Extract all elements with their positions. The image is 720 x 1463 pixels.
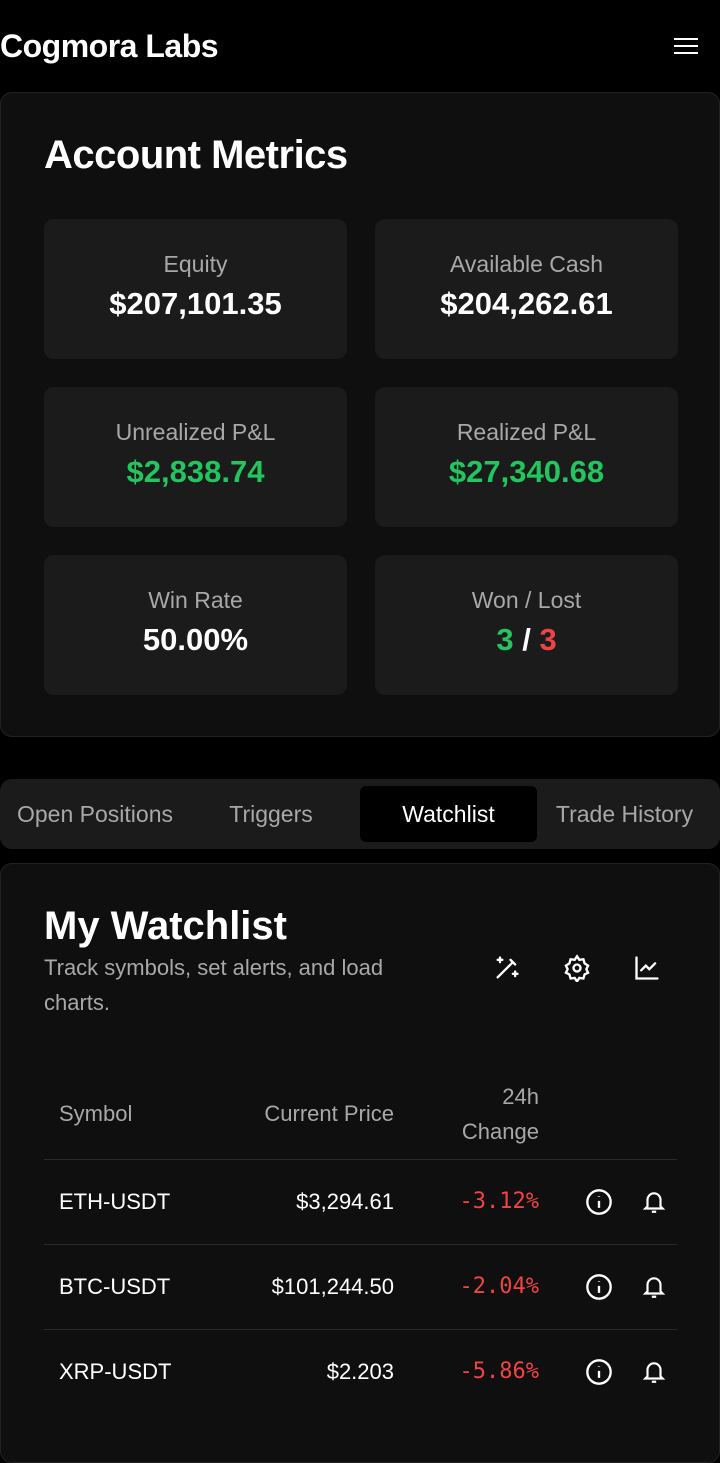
price-cell: $2.203 — [244, 1328, 394, 1414]
tile-value: 50.00% — [142, 622, 249, 657]
info-icon[interactable] — [585, 1188, 613, 1216]
tab-watchlist[interactable]: Watchlist — [360, 786, 537, 842]
watchlist-card: My Watchlist Track symbols, set alerts, … — [0, 863, 720, 1463]
column-symbol: Symbol — [59, 1101, 133, 1127]
brand-logo[interactable]: Cogmora Labs — [0, 27, 219, 64]
tile-value: $2,838.74 — [126, 454, 265, 489]
won-lost-tile: Won / Lost 3 / 3 — [375, 555, 678, 695]
tile-label: Realized P&L — [456, 419, 597, 445]
chart-icon[interactable] — [633, 954, 661, 982]
bell-icon[interactable] — [641, 1189, 667, 1215]
table-row[interactable]: BTC-USDT $101,244.50 -2.04% — [44, 1243, 677, 1329]
price-cell: $101,244.50 — [244, 1243, 394, 1329]
watchlist-title: My Watchlist — [44, 904, 287, 948]
tile-label: Won / Lost — [471, 587, 582, 613]
gear-icon[interactable] — [563, 954, 591, 982]
win-rate-tile: Win Rate 50.00% — [44, 555, 347, 695]
separator: / — [522, 622, 531, 657]
tile-label: Available Cash — [449, 251, 603, 277]
bell-icon[interactable] — [641, 1274, 667, 1300]
tab-bar: Open Positions Triggers Watchlist Trade … — [0, 779, 720, 849]
table-row[interactable]: XRP-USDT $2.203 -5.86% — [44, 1328, 677, 1414]
account-metrics-card: Account Metrics Equity $207,101.35 Availa… — [0, 92, 720, 737]
tile-label: Win Rate — [148, 587, 243, 613]
unrealized-pnl-tile: Unrealized P&L $2,838.74 — [44, 387, 347, 527]
tab-open-positions[interactable]: Open Positions — [17, 801, 173, 827]
tile-value: $204,262.61 — [440, 286, 613, 321]
symbol-cell: XRP-USDT — [44, 1328, 244, 1414]
info-icon[interactable] — [585, 1358, 613, 1386]
change-cell: -5.86% — [394, 1328, 539, 1414]
symbol-cell: BTC-USDT — [44, 1243, 244, 1329]
tab-trade-history[interactable]: Trade History — [555, 801, 694, 827]
equity-tile: Equity $207,101.35 — [44, 219, 347, 359]
hamburger-icon[interactable] — [674, 36, 698, 56]
won-count: 3 — [496, 622, 514, 657]
realized-pnl-tile: Realized P&L $27,340.68 — [375, 387, 678, 527]
symbol-cell: ETH-USDT — [44, 1158, 244, 1244]
magic-wand-icon[interactable] — [493, 954, 521, 982]
tile-label: Unrealized P&L — [115, 419, 276, 445]
tile-value: $27,340.68 — [448, 454, 605, 489]
table-row[interactable]: ETH-USDT $3,294.61 -3.12% — [44, 1158, 677, 1244]
lost-count: 3 — [539, 622, 557, 657]
column-change: 24h Change — [461, 1083, 539, 1144]
bell-icon[interactable] — [641, 1359, 667, 1385]
watchlist-subtitle: Track symbols, set alerts, and load char… — [44, 955, 384, 1015]
tile-value: $207,101.35 — [109, 286, 282, 321]
tab-triggers[interactable]: Triggers — [229, 801, 313, 827]
available-cash-tile: Available Cash $204,262.61 — [375, 219, 678, 359]
tile-value: 3 / 3 — [375, 622, 678, 658]
metrics-title: Account Metrics — [44, 133, 348, 177]
info-icon[interactable] — [585, 1273, 613, 1301]
price-cell: $3,294.61 — [244, 1158, 394, 1244]
header: Cogmora Labs — [0, 0, 720, 92]
tile-label: Equity — [163, 251, 228, 277]
change-cell: -2.04% — [394, 1243, 539, 1329]
column-price: Current Price — [264, 1101, 394, 1127]
change-cell: -3.12% — [394, 1158, 539, 1244]
watchlist-table: Symbol Current Price 24h Change ETH-USDT… — [44, 1069, 677, 1414]
